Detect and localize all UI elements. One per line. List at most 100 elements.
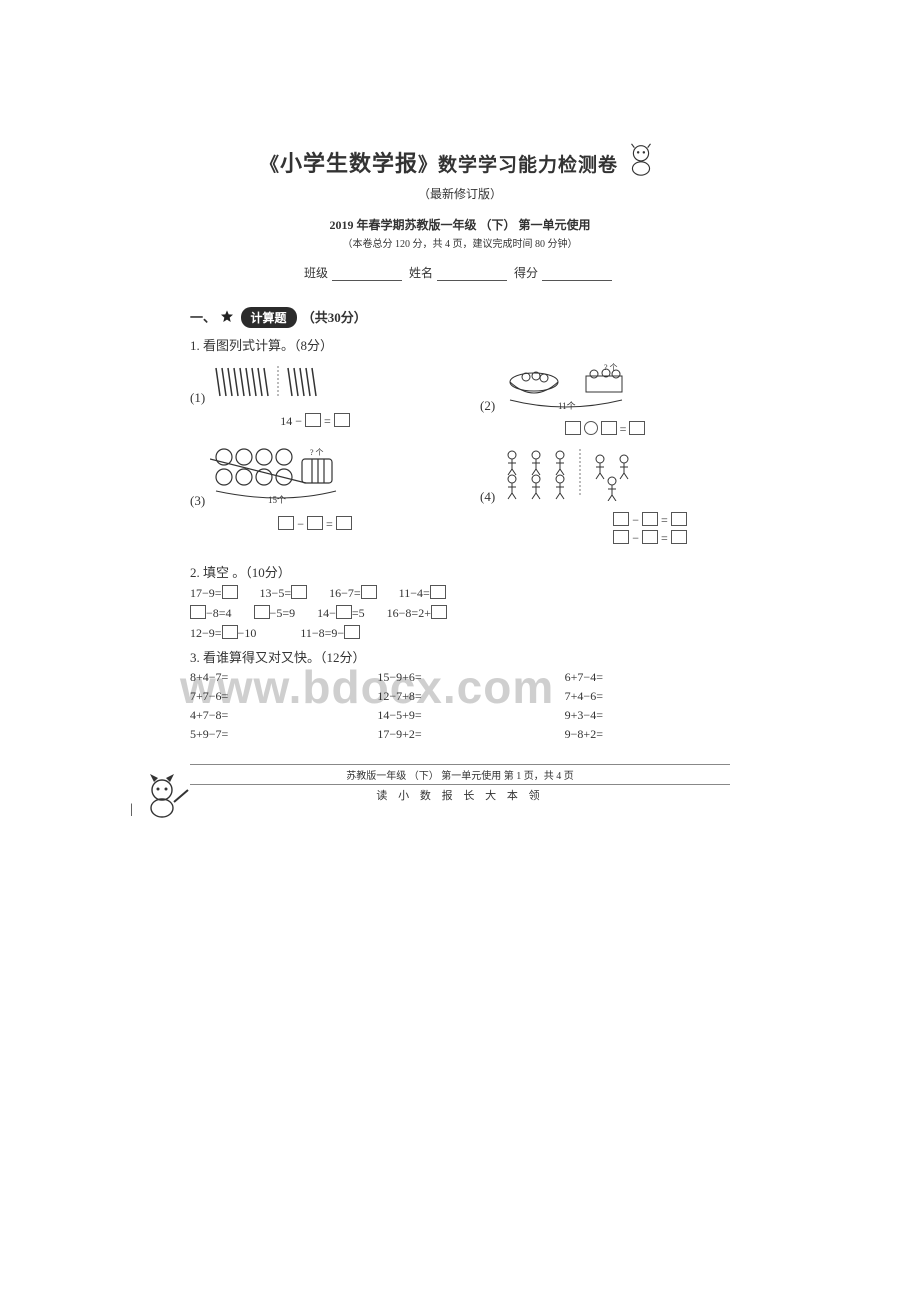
answer-box[interactable]: [431, 605, 447, 619]
q3-cell: 4+7−8=: [190, 708, 355, 723]
answer-box[interactable]: [336, 516, 352, 530]
q1-eq-2: =: [480, 421, 730, 437]
score-label: 得分: [514, 266, 538, 280]
q1-idx-1: (1): [190, 390, 205, 405]
q1-eq-4a: − =: [570, 512, 730, 528]
answer-box[interactable]: [334, 413, 350, 427]
answer-box[interactable]: [291, 585, 307, 599]
class-label: 班级: [304, 266, 328, 280]
footer-line: 苏教版一年级 （下） 第一单元使用 第 1 页，共 4 页: [190, 764, 730, 785]
answer-box[interactable]: [601, 421, 617, 435]
answer-box[interactable]: [565, 421, 581, 435]
svg-text:15个: 15个: [268, 495, 286, 505]
q1-prompt: 1. 看图列式计算。（8分）: [190, 335, 730, 354]
q3-prompt: 3. 看谁算得又对又快。（12分）: [190, 647, 730, 666]
q2-cell: 16−8=2+: [387, 605, 447, 621]
answer-box[interactable]: [613, 530, 629, 544]
q2-row: 12−9=−10 11−8=9−: [190, 625, 730, 641]
answer-box[interactable]: [671, 530, 687, 544]
score-blank[interactable]: [542, 268, 612, 281]
pumpkins-icon: ? 个 15个: [208, 443, 362, 510]
q1-idx-4: (4): [480, 489, 495, 504]
q3-grid: 8+4−7= 15−9+6= 6+7−4= 7+7−6= 12−7+8= 7+4…: [190, 670, 730, 742]
q2-cell: 11−8=9−: [300, 625, 360, 641]
svg-text:11个: 11个: [558, 401, 576, 410]
answer-box[interactable]: [222, 625, 238, 639]
q2-cell: 12−9=−10: [190, 625, 256, 641]
title-prefix: 《: [260, 155, 280, 176]
q3-row: 8+4−7= 15−9+6= 6+7−4=: [190, 670, 730, 685]
q1-idx-2: (2): [480, 398, 495, 413]
q3-row: 5+9−7= 17−9+2= 9−8+2=: [190, 727, 730, 742]
q2-row: 17−9= 13−5= 16−7= 11−4=: [190, 585, 730, 601]
tally-sticks-icon: [208, 360, 332, 407]
q1-eq-3: − =: [190, 516, 440, 532]
q3-cell: 5+9−7=: [190, 727, 355, 742]
mascot-icon: [622, 140, 660, 183]
svg-text:? 个: ? 个: [310, 448, 324, 457]
q1-item-4: (4): [480, 443, 730, 546]
title-suffix: 》数学学习能力检测卷: [418, 155, 618, 176]
footer-motto: 读 小 数 报 长 大 本 领: [190, 787, 730, 803]
q3-cell: 9+3−4=: [565, 708, 730, 723]
q3-cell: 7+4−6=: [565, 689, 730, 704]
section-1-header: 一、 计算题 （共30分）: [190, 307, 730, 329]
name-label: 姓名: [409, 266, 433, 280]
answer-box[interactable]: [344, 625, 360, 639]
q2-cell: −5=9: [254, 605, 296, 621]
answer-box[interactable]: [430, 585, 446, 599]
q3-row: 7+7−6= 12−7+8= 7+4−6=: [190, 689, 730, 704]
q3-cell: 14−5+9=: [377, 708, 542, 723]
answer-box[interactable]: [642, 512, 658, 526]
answer-box[interactable]: [613, 512, 629, 526]
fields-row: 班级 姓名 得分: [190, 264, 730, 281]
q3-cell: 6+7−4=: [565, 670, 730, 685]
q3-cell: 12−7+8=: [377, 689, 542, 704]
q2-row: −8=4 −5=9 14−=5 16−8=2+: [190, 605, 730, 621]
q1-row-a: (1) 14 − = (2): [190, 360, 730, 437]
answer-box[interactable]: [190, 605, 206, 619]
answer-box[interactable]: [222, 585, 238, 599]
q3-cell: 9−8+2=: [565, 727, 730, 742]
title-calligraphy: 小学生数学报: [280, 151, 418, 176]
answer-box[interactable]: [307, 516, 323, 530]
answer-box[interactable]: [254, 605, 270, 619]
subtitle: （最新修订版）: [190, 185, 730, 202]
answer-box[interactable]: [629, 421, 645, 435]
section-badge: 计算题: [241, 307, 297, 328]
answer-box[interactable]: [278, 516, 294, 530]
q2-cell: 16−7=: [329, 585, 377, 601]
usage-line: 2019 年春学期苏教版一年级 （下） 第一单元使用: [190, 216, 730, 233]
svg-text:? 个: ? 个: [604, 363, 618, 372]
operator-circle[interactable]: [584, 421, 598, 435]
q3-cell: 17−9+2=: [377, 727, 542, 742]
page: www.bdocx.com 《小学生数学报》数学学习能力检测卷 （最新修订版） …: [0, 0, 920, 1302]
q2-prompt: 2. 填空 。（10分）: [190, 562, 730, 581]
answer-box[interactable]: [642, 530, 658, 544]
title-row: 《小学生数学报》数学学习能力检测卷: [190, 140, 730, 183]
q3-row: 4+7−8= 14−5+9= 9+3−4=: [190, 708, 730, 723]
q1-eq-4b: − =: [570, 530, 730, 546]
q2-cell: 14−=5: [317, 605, 365, 621]
q2-cell: 11−4=: [399, 585, 446, 601]
answer-box[interactable]: [305, 413, 321, 427]
q3-cell: 8+4−7=: [190, 670, 355, 685]
class-blank[interactable]: [332, 268, 402, 281]
q1-row-b: (3) ? 个 15个 − =: [190, 443, 730, 546]
cursor-tick-icon: |: [130, 802, 133, 818]
figures-icon: [498, 443, 662, 506]
q2-cell: 13−5=: [260, 585, 308, 601]
answer-box[interactable]: [671, 512, 687, 526]
q2-cell: 17−9=: [190, 585, 238, 601]
name-blank[interactable]: [437, 268, 507, 281]
answer-box[interactable]: [361, 585, 377, 599]
answer-box[interactable]: [336, 605, 352, 619]
star-icon: [219, 309, 235, 329]
q1-item-3: (3) ? 个 15个 − =: [190, 443, 440, 546]
baskets-icon: ? 个 11个: [498, 360, 642, 415]
document-area: 《小学生数学报》数学学习能力检测卷 （最新修订版） 2019 年春学期苏教版一年…: [190, 140, 730, 803]
q1-item-2: (2) ? 个 11个 =: [480, 360, 730, 437]
section-index: 一、: [190, 310, 216, 325]
q2-grid: 17−9= 13−5= 16−7= 11−4= −8=4 −5=9 14−=5 …: [190, 585, 730, 641]
q1-eq-1: 14 − =: [190, 413, 440, 429]
